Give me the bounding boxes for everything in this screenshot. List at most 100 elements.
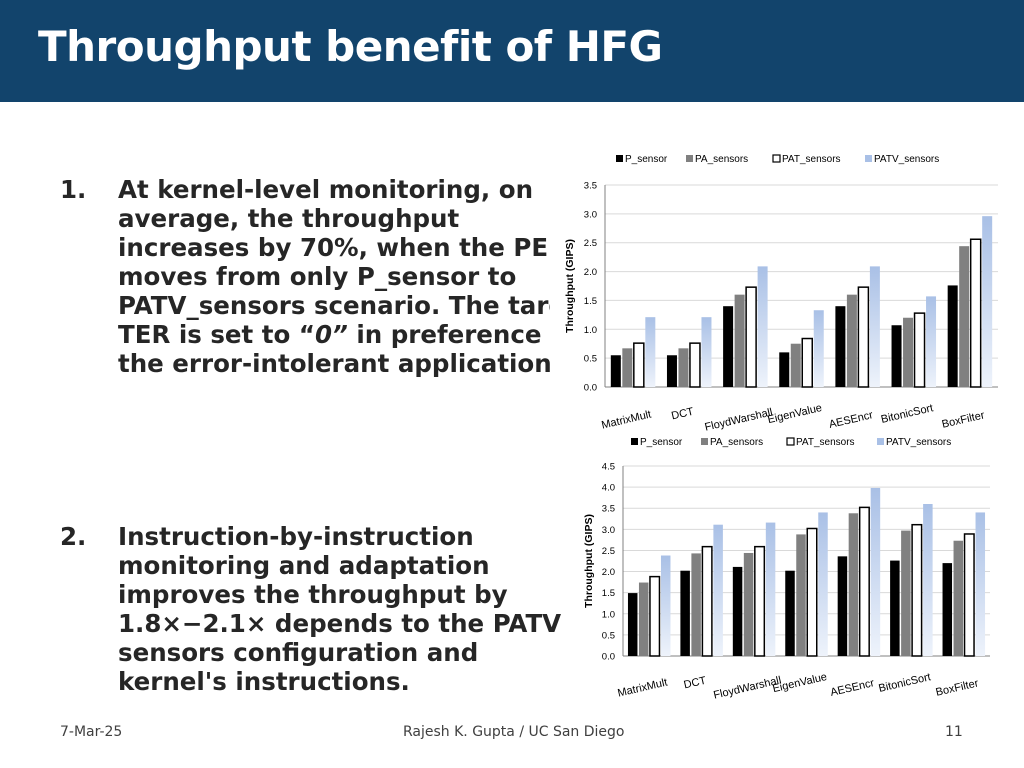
category-label: FloydWarshall (712, 674, 782, 701)
bullet-number: 2. (60, 522, 87, 551)
legend-swatch (865, 155, 872, 162)
y-tick-label: 1.0 (602, 609, 615, 620)
footer-date: 7-Mar-25 (60, 724, 123, 740)
y-tick-label: 4.5 (602, 462, 615, 473)
bar-p-sensor (942, 563, 953, 656)
bar-p-sensor (732, 566, 743, 656)
y-tick-label: 3.5 (602, 504, 615, 515)
bar-p-sensor (891, 325, 902, 387)
legend-label: PA_sensors (695, 154, 748, 165)
bar-p-sensor (680, 570, 690, 656)
bar-patv-sensors (870, 487, 881, 656)
category-label: AESEncr (828, 409, 875, 431)
bar-p-sensor (610, 355, 621, 387)
bullet-point-1: 1. At kernel-level monitoring, on averag… (60, 175, 550, 415)
legend-swatch (786, 437, 795, 446)
bar-pa-sensors (901, 530, 911, 656)
bullet-text-start: At kernel-level monitoring, on average, … (118, 175, 550, 349)
bar-p-sensor (723, 306, 734, 387)
category-label: AESEncr (829, 677, 876, 699)
legend-swatch (616, 155, 623, 162)
bar-pat-sensors (969, 238, 982, 388)
bar-p-sensor (837, 556, 848, 656)
y-tick-label: 1.0 (584, 325, 597, 336)
bar-pat-sensors (801, 337, 813, 388)
bar-pat-sensors (689, 342, 701, 388)
y-tick-label: 2.5 (584, 238, 597, 249)
bar-patv-sensors (818, 512, 828, 656)
bar-patv-sensors (645, 317, 656, 387)
bar-pa-sensors (790, 343, 801, 387)
bar-p-sensor (835, 306, 846, 387)
y-tick-label: 1.5 (584, 296, 597, 307)
bullet-point-2: 2. Instruction-by-instruction monitoring… (60, 522, 561, 702)
bar-pat-sensors (649, 575, 661, 657)
y-tick-label: 2.5 (602, 546, 615, 557)
bar-pa-sensors (953, 540, 964, 656)
legend-label: PATV_sensors (886, 437, 951, 448)
legend-label: P_sensor (640, 437, 683, 448)
y-tick-label: 2.0 (584, 267, 597, 278)
y-tick-label: 1.5 (602, 588, 615, 599)
bar-pat-sensors (806, 527, 818, 657)
bar-patv-sensors (765, 522, 776, 656)
category-label: MatrixMult (600, 409, 652, 432)
bar-pa-sensors (743, 552, 754, 656)
category-label: MatrixMult (616, 677, 668, 700)
category-label: BitonicSort (880, 402, 935, 426)
bar-pat-sensors (963, 533, 975, 657)
y-tick-label: 4.0 (602, 483, 615, 494)
legend-swatch (701, 438, 708, 445)
y-axis-label: Throughput (GIPS) (583, 514, 595, 608)
bar-pat-sensors (633, 342, 645, 388)
bar-patv-sensors (757, 266, 768, 387)
bullet-text: Instruction-by-instruction monitoring an… (118, 522, 562, 696)
bar-pa-sensors (959, 246, 970, 387)
title-bar: Throughput benefit of HFG (0, 0, 1024, 102)
y-axis-label: Throughput (GIPS) (564, 239, 576, 333)
bar-pat-sensors (911, 523, 923, 657)
bullet-text-emphasis: 0” (314, 320, 348, 349)
y-tick-label: 2.0 (602, 567, 615, 578)
bar-pa-sensors (622, 348, 633, 387)
category-label: DCT (683, 675, 708, 692)
legend-swatch (686, 155, 693, 162)
legend-swatch (772, 154, 781, 163)
bar-pat-sensors (857, 286, 870, 388)
bullet-text: At kernel-level monitoring, on average, … (118, 175, 550, 378)
bar-pa-sensors (903, 317, 914, 387)
bar-pat-sensors (745, 286, 757, 388)
bar-pat-sensors (754, 545, 766, 657)
bar-patv-sensors (975, 512, 986, 656)
bar-p-sensor (785, 570, 795, 656)
bar-p-sensor (890, 560, 900, 656)
y-tick-label: 0.0 (584, 383, 597, 394)
bar-patv-sensors (982, 216, 993, 387)
bar-patv-sensors (813, 310, 824, 387)
bar-pa-sensors (734, 294, 745, 387)
bar-patv-sensors (869, 266, 880, 387)
category-label: DCT (670, 406, 695, 423)
bar-patv-sensors (926, 296, 937, 387)
category-label: BoxFilter (941, 409, 986, 431)
bar-pa-sensors (678, 348, 689, 387)
bar-patv-sensors (923, 504, 933, 656)
bar-pat-sensors (858, 506, 870, 657)
category-label: EigenValue (766, 402, 823, 426)
y-tick-label: 0.5 (602, 630, 615, 641)
bar-patv-sensors (660, 555, 671, 656)
page-number: 11 (945, 724, 963, 740)
legend-label: P_sensor (625, 154, 668, 165)
bullet-number: 1. (60, 175, 87, 204)
bar-p-sensor (666, 355, 677, 387)
y-tick-label: 0.0 (602, 652, 615, 663)
category-label: BoxFilter (935, 677, 980, 699)
y-tick-label: 3.5 (584, 181, 597, 192)
legend-label: PAT_sensors (782, 154, 841, 165)
legend-label: PAT_sensors (796, 437, 855, 448)
legend-label: PA_sensors (710, 437, 763, 448)
bar-pa-sensors (691, 553, 701, 656)
bar-p-sensor (779, 352, 790, 387)
category-label: EigenValue (771, 671, 828, 695)
legend-label: PATV_sensors (874, 154, 939, 165)
